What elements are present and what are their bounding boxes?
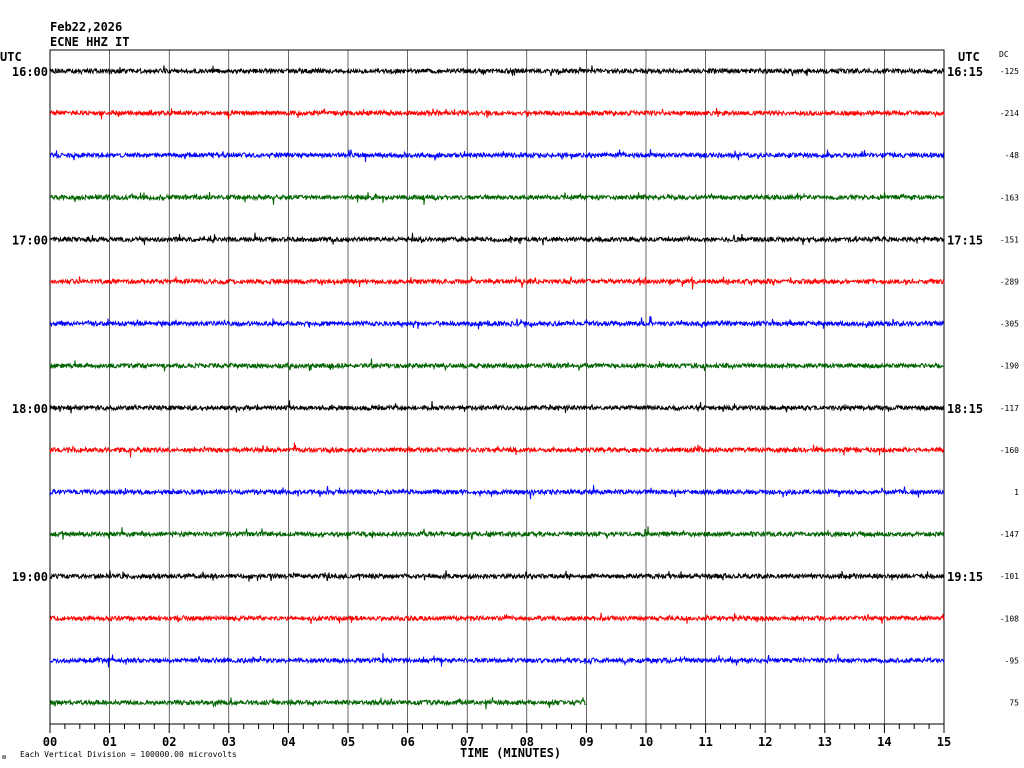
plot-frame	[49, 49, 945, 725]
trace-line	[49, 400, 945, 414]
trace-line	[49, 276, 945, 290]
plot-date: Feb22,2026	[50, 20, 123, 34]
dc-offset-label: -108	[1000, 614, 1019, 623]
hour-label-left: 17:00	[12, 233, 48, 247]
x-tick-label: 10	[639, 735, 653, 749]
hour-label-left: 18:00	[12, 402, 48, 416]
trace-line	[49, 653, 945, 668]
dc-offset-label: -160	[1000, 446, 1019, 455]
hour-label-left: 16:00	[12, 65, 48, 79]
trace-line	[49, 149, 945, 163]
x-tick-label: 09	[579, 735, 593, 749]
trace-line	[49, 191, 945, 205]
x-tick-label: 06	[400, 735, 414, 749]
dc-offset-label: -95	[1005, 656, 1020, 665]
dc-offset-label: 75	[1009, 699, 1019, 708]
x-tick-label: 04	[281, 735, 295, 749]
dc-offset-label: -147	[1000, 530, 1019, 539]
x-tick-label: 15	[937, 735, 951, 749]
dc-offset-label: -48	[1005, 151, 1020, 160]
trace-line	[49, 697, 587, 710]
trace-line	[49, 65, 945, 77]
grid	[49, 49, 945, 733]
x-tick-label: 13	[818, 735, 832, 749]
dc-offset-label: 1	[1014, 488, 1019, 497]
x-tick-label: 01	[102, 735, 116, 749]
x-tick-label: 14	[877, 735, 891, 749]
dc-offset-label: -289	[1000, 278, 1019, 287]
dc-header-label: DC	[999, 50, 1009, 59]
trace-line	[49, 315, 945, 330]
utc-left-label: UTC	[0, 50, 22, 64]
dc-offset-label: -101	[1000, 572, 1019, 581]
dc-offset-label: -305	[1000, 320, 1019, 329]
x-tick-label: 03	[222, 735, 236, 749]
trace-line	[49, 484, 945, 500]
hour-label-right: 16:15	[947, 65, 983, 79]
trace-line	[49, 442, 945, 458]
x-axis-title: TIME (MINUTES)	[460, 746, 561, 760]
dc-offset-label: -163	[1000, 193, 1019, 202]
dc-offset-label: -125	[1000, 67, 1019, 76]
station-id: ECNE HHZ IT	[50, 35, 130, 49]
x-tick-label: 05	[341, 735, 355, 749]
x-tick-label: 12	[758, 735, 772, 749]
labels: UTC UTC DC TIME (MINUTES) Each Vertical …	[0, 50, 1019, 761]
x-tick-label: 08	[520, 735, 534, 749]
hour-label-right: 18:15	[947, 402, 983, 416]
utc-right-label: UTC	[958, 50, 980, 64]
trace-line	[49, 108, 945, 120]
traces	[49, 65, 945, 710]
scale-note: Each Vertical Division = 100000.00 micro…	[20, 750, 237, 759]
hour-label-right: 19:15	[947, 570, 983, 584]
trace-line	[49, 612, 945, 624]
trace-line	[49, 232, 945, 246]
hour-label-left: 19:00	[12, 570, 48, 584]
dc-offset-label: -151	[1000, 235, 1019, 244]
corner-mark: ʍ	[2, 753, 7, 761]
dc-offset-label: -190	[1000, 362, 1019, 371]
trace-line	[49, 358, 945, 372]
trace-line	[49, 570, 945, 582]
x-tick-label: 02	[162, 735, 176, 749]
dc-offset-label: -117	[1000, 404, 1019, 413]
x-tick-label: 07	[460, 735, 474, 749]
dc-offset-label: -214	[1000, 109, 1019, 118]
trace-line	[49, 526, 945, 540]
hour-label-right: 17:15	[947, 233, 983, 247]
x-tick-label: 00	[43, 735, 57, 749]
x-tick-label: 11	[698, 735, 712, 749]
